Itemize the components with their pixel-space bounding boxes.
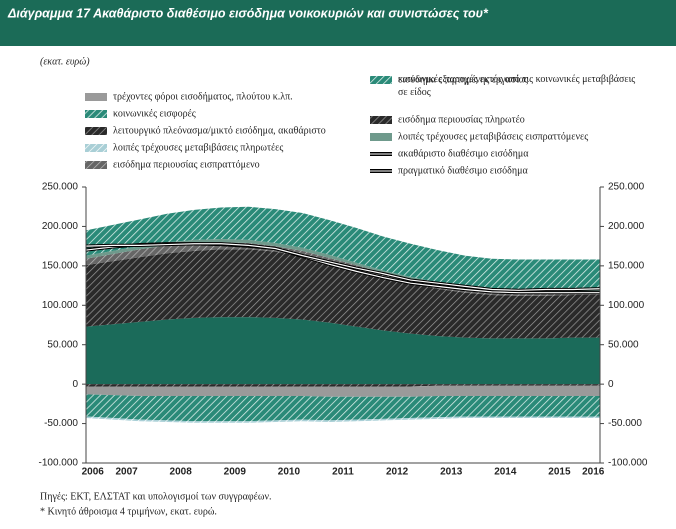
y-tick-label: 0 [72, 379, 78, 390]
x-tick-label: 2016 [582, 467, 605, 478]
legend-label: κοινωνικές παροχές εκτός από τις κοινωνι… [398, 74, 635, 98]
legend-label: τρέχοντες φόροι εισοδήματος, πλούτου κ.λ… [113, 91, 293, 102]
y-tick-label: 150.000 [42, 260, 79, 271]
x-tick-label: 2006 [82, 467, 105, 478]
note: * Κινητό άθροισμα 4 τριμήνων, εκατ. ευρώ… [40, 506, 217, 517]
legend-swatch [85, 110, 107, 118]
y-tick-label: 0 [608, 379, 614, 390]
x-tick-label: 2013 [440, 467, 463, 478]
legend-swatch [85, 127, 107, 135]
legend-swatch [370, 76, 392, 84]
chart-title: Διάγραμμα 17 Ακαθάριστο διαθέσιμο εισόδη… [7, 6, 489, 20]
legend-label: εισόδημα περιουσίας πληρωτέο [398, 114, 525, 125]
y-tick-label: -50.000 [44, 418, 78, 429]
legend-label: πραγματικό διαθέσιμο εισόδημα [398, 165, 528, 176]
area [86, 317, 600, 385]
x-tick-label: 2015 [548, 467, 571, 478]
subtitle: (εκατ. ευρώ) [40, 56, 90, 67]
legend-swatch [85, 144, 107, 152]
y-tick-label: 100.000 [42, 300, 79, 311]
legend-label: εισόδημα εξαρτημένης εργασίας [398, 74, 528, 85]
y-tick-label: 100.000 [608, 300, 645, 311]
legend-swatch [85, 93, 107, 101]
x-tick-label: 2007 [115, 467, 138, 478]
y-tick-label: 200.000 [42, 221, 79, 232]
y-tick-label: -100.000 [608, 458, 648, 469]
y-tick-label: 50.000 [47, 339, 78, 350]
legend-label: ακαθάριστο διαθέσιμο εισόδημα [398, 148, 529, 159]
legend-label: κοινωνικές εισφορές [113, 108, 196, 119]
legend-label-line: κοινωνικές παροχές εκτός από τις κοινωνι… [398, 74, 635, 85]
x-tick-label: 2014 [494, 467, 517, 478]
note: Πηγές: ΕΚΤ, ΕΛΣΤΑΤ και υπολογισμοί των σ… [40, 491, 272, 502]
y-tick-label: -50.000 [608, 418, 642, 429]
y-tick-label: -100.000 [39, 458, 79, 469]
y-tick-label: 250.000 [608, 182, 645, 193]
legend-label: λειτουργικό πλεόνασμα/μικτό εισόδημα, ακ… [113, 125, 326, 136]
area [86, 416, 600, 423]
area [86, 384, 600, 387]
area [86, 249, 600, 339]
legend-label: λοιπές τρέχουσες μεταβιβάσεις πληρωτέες [113, 142, 283, 153]
x-tick-label: 2010 [278, 467, 301, 478]
legend-label: εισόδημα περιουσίας εισπραττόμενο [113, 159, 260, 170]
x-tick-label: 2012 [386, 467, 409, 478]
x-tick-label: 2009 [224, 467, 247, 478]
area [86, 385, 600, 397]
x-tick-label: 2011 [332, 467, 354, 478]
legend-swatch [370, 133, 392, 141]
legend-label-line: σε είδος [398, 87, 431, 98]
legend-swatch [85, 161, 107, 169]
area [86, 206, 600, 291]
legend-swatch [370, 116, 392, 124]
legend-swatch [370, 153, 392, 155]
y-tick-label: 50.000 [608, 339, 639, 350]
y-tick-label: 200.000 [608, 221, 645, 232]
y-tick-label: 250.000 [42, 182, 79, 193]
y-tick-label: 150.000 [608, 260, 645, 271]
header-band [0, 0, 676, 46]
legend-label: λοιπές τρέχουσες μεταβιβάσεις εισπραττόμ… [398, 131, 588, 142]
line-inner [85, 243, 601, 291]
x-tick-label: 2008 [170, 467, 193, 478]
legend-swatch [370, 170, 392, 172]
area [86, 394, 600, 422]
